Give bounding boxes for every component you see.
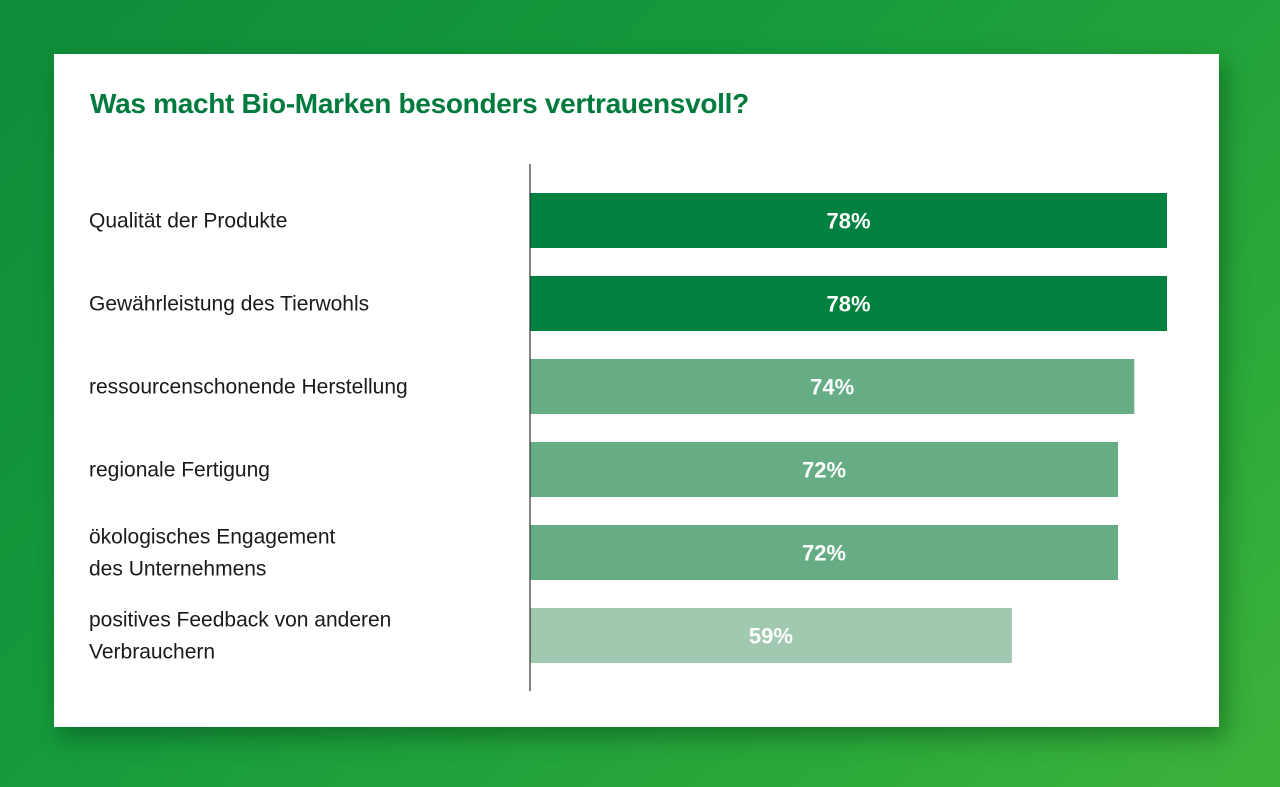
bar (530, 359, 1135, 414)
bar (530, 525, 1118, 580)
category-label: ökologisches Engagement des Unternehmens (89, 526, 335, 581)
bar-value-label: 78% (826, 292, 870, 317)
category-label: regionale Fertigung (89, 459, 270, 482)
chart-title: Was macht Bio-Marken besonders vertrauen… (90, 88, 749, 119)
category-label: Qualität der Produkte (89, 210, 287, 233)
chart-card: Was macht Bio-Marken besonders vertrauen… (54, 54, 1219, 727)
bar-value-label: 72% (802, 458, 846, 483)
bar-value-label: 78% (826, 209, 870, 234)
bar (530, 276, 1167, 331)
bar (530, 608, 1012, 663)
bar-value-label: 74% (810, 375, 854, 400)
bar (530, 442, 1118, 497)
bar-chart: 78% Qualität der Produkte 78% Gewährleistun… (89, 164, 1167, 691)
bar (530, 193, 1167, 248)
category-label: Gewährleistung des Tierwohls (89, 293, 369, 316)
category-label: positives Feedback von anderen Verbrauche… (89, 609, 391, 664)
bar-value-label: 59% (749, 624, 793, 649)
category-label: ressourcenschonende Herstellung (89, 376, 408, 399)
bar-value-label: 72% (802, 541, 846, 566)
